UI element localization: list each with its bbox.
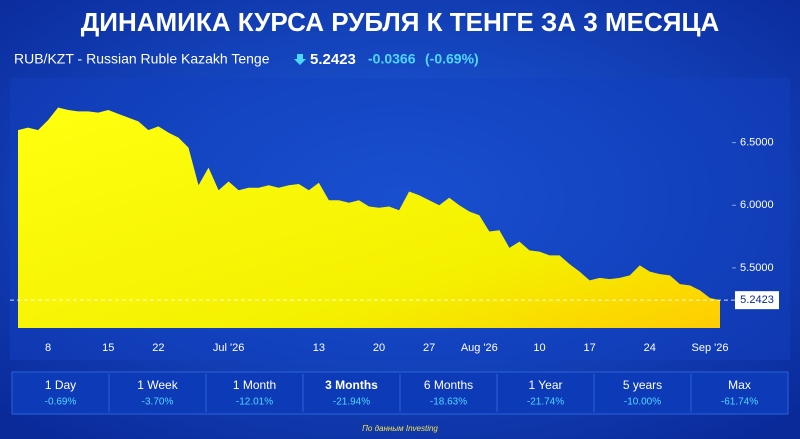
period-label[interactable]: Max — [728, 378, 751, 392]
x-tick-label: 20 — [373, 342, 385, 354]
period-change[interactable]: -18.63% — [430, 397, 467, 408]
x-tick-label: 10 — [533, 342, 545, 354]
x-tick-label: 8 — [45, 342, 51, 354]
period-label[interactable]: 1 Month — [233, 378, 276, 392]
footer: По данным Investing — [362, 424, 438, 433]
period-label[interactable]: 1 Week — [137, 378, 178, 392]
period-label[interactable]: 5 years — [623, 378, 662, 392]
area — [18, 107, 720, 328]
price: 5.2423 — [310, 51, 356, 68]
last-price-box — [735, 291, 779, 310]
period-change[interactable]: -0.69% — [45, 397, 77, 408]
period-change[interactable]: -12.01% — [236, 397, 273, 408]
x-tick-label: 27 — [423, 342, 435, 354]
period-label[interactable]: 6 Months — [424, 378, 473, 392]
period-change[interactable]: -21.74% — [527, 397, 564, 408]
title: ДИНАМИКА КУРСА РУБЛЯ К ТЕНГЕ ЗА 3 МЕСЯЦА — [81, 7, 720, 37]
x-tick-label: 15 — [102, 342, 114, 354]
pair: RUB/KZT - Russian Ruble Kazakh Tenge — [14, 51, 270, 67]
x-tick-label: Aug '26 — [461, 342, 498, 354]
change-pct: (-0.69%) — [425, 51, 479, 67]
x-tick-label: Sep '26 — [691, 342, 728, 354]
period-label[interactable]: 3 Months — [325, 378, 378, 392]
y-tick-label: 6.0000 — [740, 199, 774, 211]
x-tick-label: 24 — [644, 342, 656, 354]
period-change[interactable]: -10.00% — [624, 397, 661, 408]
period-label[interactable]: 1 Day — [45, 378, 76, 392]
y-tick-label: 5.5000 — [740, 262, 774, 274]
y-tick-label: 6.5000 — [740, 137, 774, 149]
last-price-label: 5.2423 — [740, 294, 774, 306]
x-tick-label: 13 — [313, 342, 325, 354]
period-change[interactable]: -3.70% — [142, 397, 174, 408]
x-tick-label: 17 — [584, 342, 596, 354]
x-tick-label: 22 — [152, 342, 164, 354]
down-arrow — [294, 54, 306, 65]
period-label[interactable]: 1 Year — [528, 378, 562, 392]
period-change[interactable]: -61.74% — [721, 397, 758, 408]
x-tick-label: Jul '26 — [213, 342, 244, 354]
period-change[interactable]: -21.94% — [333, 397, 370, 408]
change: -0.0366 — [368, 51, 416, 67]
